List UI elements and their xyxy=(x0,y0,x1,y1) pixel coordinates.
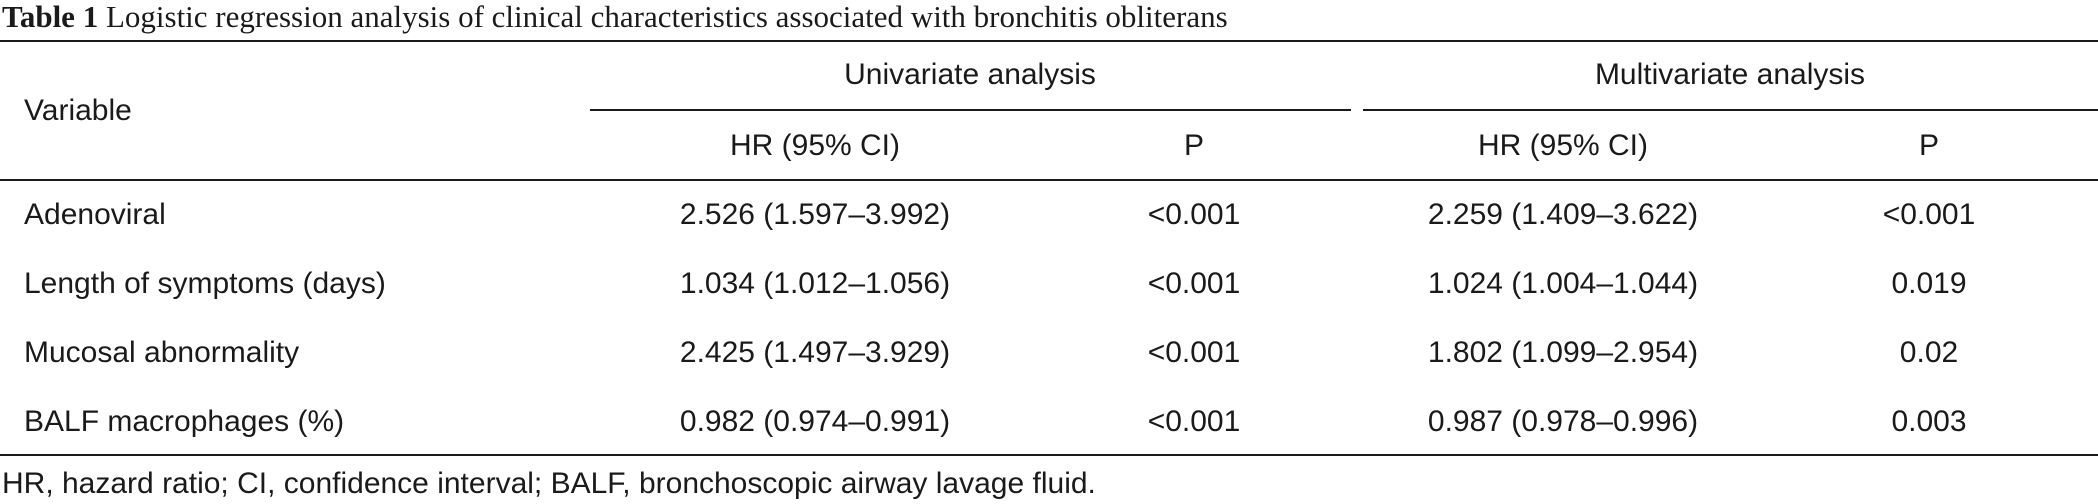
univariate-hr-header: HR (95% CI) xyxy=(729,129,901,162)
multivariate-hr-header: HR (95% CI) xyxy=(1477,129,1649,162)
header-rule xyxy=(0,179,2098,181)
univariate-p-header: P xyxy=(1183,129,1205,162)
table-footnote: HR, hazard ratio; CI, confidence interva… xyxy=(2,467,1096,500)
variable-header: Variable xyxy=(24,94,132,127)
row-variable: BALF macrophages (%) xyxy=(24,405,345,438)
row-multivariate-hr: 0.987 (0.978–0.996) xyxy=(1427,405,1699,438)
row-univariate-hr: 0.982 (0.974–0.991) xyxy=(679,405,951,438)
row-univariate-hr: 2.425 (1.497–3.929) xyxy=(679,336,951,369)
row-variable: Length of symptoms (days) xyxy=(24,267,386,300)
bottom-rule xyxy=(0,454,2098,456)
row-multivariate-hr: 1.802 (1.099–2.954) xyxy=(1427,336,1699,369)
multivariate-group-rule xyxy=(1363,109,2098,111)
row-multivariate-p: 0.019 xyxy=(1891,267,1967,300)
row-univariate-hr: 2.526 (1.597–3.992) xyxy=(679,198,951,231)
top-rule xyxy=(0,40,2098,42)
row-variable: Adenoviral xyxy=(24,198,166,231)
row-univariate-p: <0.001 xyxy=(1147,336,1241,369)
row-multivariate-p: 0.02 xyxy=(1899,336,1959,369)
row-univariate-p: <0.001 xyxy=(1147,267,1241,300)
row-univariate-hr: 1.034 (1.012–1.056) xyxy=(679,267,951,300)
table-caption: Table 1 Logistic regression analysis of … xyxy=(2,0,1228,34)
row-multivariate-hr: 1.024 (1.004–1.044) xyxy=(1427,267,1699,300)
row-univariate-p: <0.001 xyxy=(1147,198,1241,231)
univariate-header: Univariate analysis xyxy=(844,58,1096,91)
row-univariate-p: <0.001 xyxy=(1147,405,1241,438)
multivariate-p-header: P xyxy=(1918,129,1940,162)
row-multivariate-p: <0.001 xyxy=(1882,198,1976,231)
univariate-group-rule xyxy=(590,109,1351,111)
multivariate-header: Multivariate analysis xyxy=(1594,58,1866,91)
row-multivariate-hr: 2.259 (1.409–3.622) xyxy=(1427,198,1699,231)
table-label: Table 1 xyxy=(2,0,99,34)
row-variable: Mucosal abnormality xyxy=(24,336,300,369)
table-title: Logistic regression analysis of clinical… xyxy=(105,0,1228,34)
row-multivariate-p: 0.003 xyxy=(1891,405,1967,438)
